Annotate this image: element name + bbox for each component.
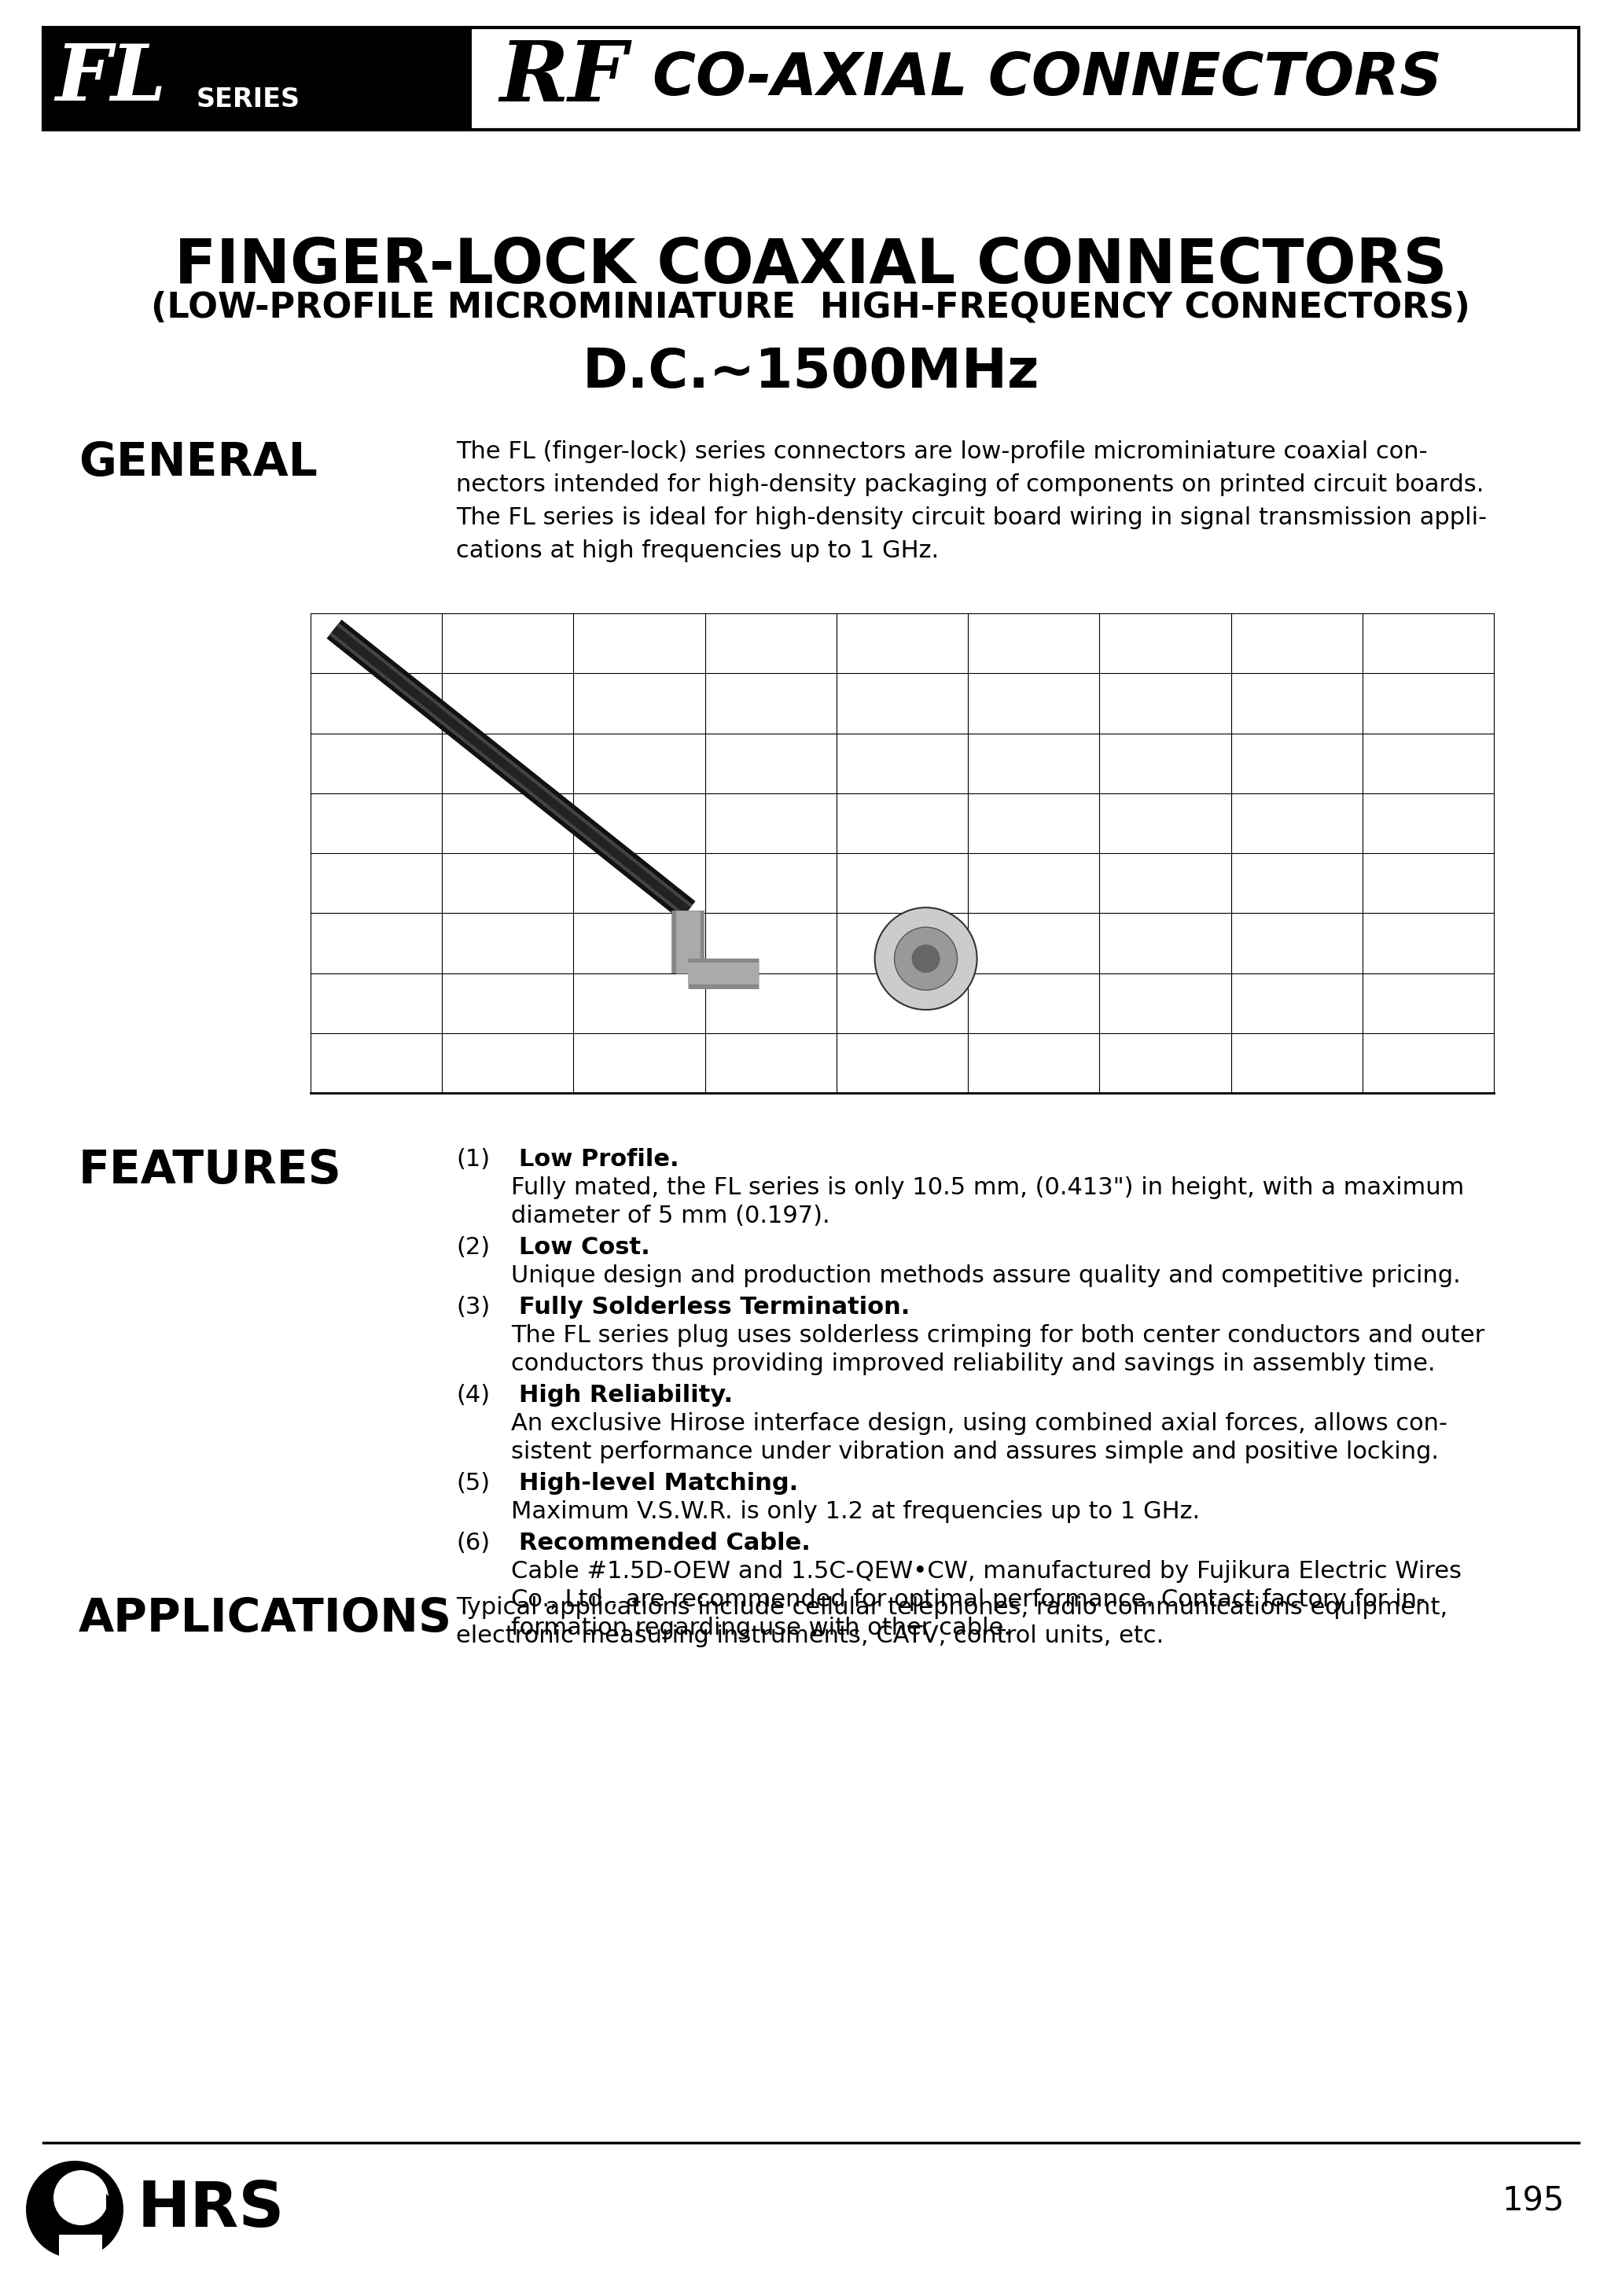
Bar (58, 2234, 102, 2259)
Text: The FL (finger-lock) series connectors are low-profile microminiature coaxial co: The FL (finger-lock) series connectors a… (456, 441, 1427, 464)
Text: High Reliability.: High Reliability. (519, 1384, 733, 1407)
Text: 195: 195 (1502, 2186, 1565, 2218)
Text: HRS: HRS (138, 2179, 285, 2241)
Polygon shape (105, 2193, 122, 2225)
Text: Fully Solderless Termination.: Fully Solderless Termination. (519, 1295, 910, 1318)
Text: Co., Ltd., are recommended for optimal performance. Contact factory for in-: Co., Ltd., are recommended for optimal p… (511, 1589, 1426, 1612)
Text: sistent performance under vibration and assures simple and positive locking.: sistent performance under vibration and … (511, 1440, 1439, 1463)
Text: diameter of 5 mm (0.197).: diameter of 5 mm (0.197). (511, 1205, 830, 1228)
Text: electronic measuring instruments, CATV, control units, etc.: electronic measuring instruments, CATV, … (456, 1626, 1165, 1646)
Text: nectors intended for high-density packaging of components on printed circuit boa: nectors intended for high-density packag… (456, 473, 1484, 496)
Text: Cable #1.5D-OEW and 1.5C-QEW•CW, manufactured by Fujikura Electric Wires: Cable #1.5D-OEW and 1.5C-QEW•CW, manufac… (511, 1559, 1461, 1582)
Text: Unique design and production methods assure quality and competitive pricing.: Unique design and production methods ass… (511, 1265, 1461, 1288)
Circle shape (54, 2170, 109, 2225)
Text: D.C.∼1500MHz: D.C.∼1500MHz (582, 347, 1040, 400)
Text: FL: FL (55, 41, 165, 117)
Text: Low Profile.: Low Profile. (519, 1148, 680, 1171)
Text: APPLICATIONS: APPLICATIONS (78, 1596, 453, 1642)
Text: Recommended Cable.: Recommended Cable. (519, 1531, 811, 1554)
Text: (4): (4) (456, 1384, 490, 1407)
Text: (2): (2) (456, 1235, 490, 1258)
Text: Low Cost.: Low Cost. (519, 1235, 650, 1258)
Text: (5): (5) (456, 1472, 490, 1495)
Text: SERIES: SERIES (196, 87, 300, 113)
Text: Typical applications include cellular telephones, radio communications equipment: Typical applications include cellular te… (456, 1596, 1448, 1619)
Text: conductors thus providing improved reliability and savings in assembly time.: conductors thus providing improved relia… (511, 1352, 1435, 1375)
Text: (1): (1) (456, 1148, 490, 1171)
Circle shape (874, 907, 976, 1010)
Text: The FL series plug uses solderless crimping for both center conductors and outer: The FL series plug uses solderless crimp… (511, 1325, 1484, 1348)
Text: (3): (3) (456, 1295, 490, 1318)
Bar (44, 28, 1578, 131)
Text: FEATURES: FEATURES (78, 1148, 342, 1194)
Bar (310, 613, 1494, 1093)
Text: An exclusive Hirose interface design, using combined axial forces, allows con-: An exclusive Hirose interface design, us… (511, 1412, 1447, 1435)
Circle shape (912, 944, 941, 974)
Text: Maximum V.S.W.R. is only 1.2 at frequencies up to 1 GHz.: Maximum V.S.W.R. is only 1.2 at frequenc… (511, 1499, 1200, 1522)
Text: FINGER-LOCK COAXIAL CONNECTORS: FINGER-LOCK COAXIAL CONNECTORS (174, 236, 1447, 296)
Text: (6): (6) (456, 1531, 490, 1554)
Text: cations at high frequencies up to 1 GHz.: cations at high frequencies up to 1 GHz. (456, 540, 939, 563)
Text: formation regarding use with other cable.: formation regarding use with other cable… (511, 1616, 1011, 1639)
Text: GENERAL: GENERAL (78, 441, 318, 484)
Text: Fully mated, the FL series is only 10.5 mm, (0.413") in height, with a maximum: Fully mated, the FL series is only 10.5 … (511, 1176, 1465, 1199)
Text: (LOW-PROFILE MICROMINIATURE  HIGH-FREQUENCY CONNECTORS): (LOW-PROFILE MICROMINIATURE HIGH-FREQUEN… (151, 292, 1470, 324)
Circle shape (26, 2161, 123, 2259)
Circle shape (894, 928, 957, 990)
Text: High-level Matching.: High-level Matching. (519, 1472, 798, 1495)
Text: RF: RF (500, 39, 628, 119)
Text: The FL series is ideal for high-density circuit board wiring in signal transmiss: The FL series is ideal for high-density … (456, 507, 1487, 528)
Text: CO-AXIAL CONNECTORS: CO-AXIAL CONNECTORS (652, 51, 1442, 108)
Bar (44, 28, 472, 131)
